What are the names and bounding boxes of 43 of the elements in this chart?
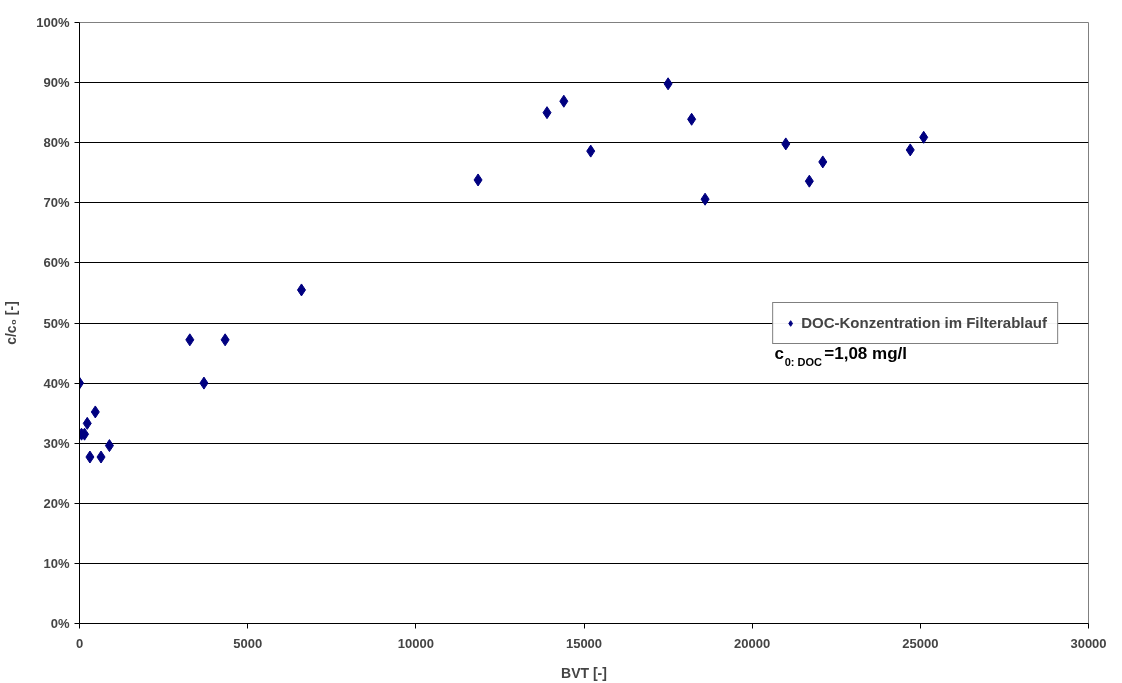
point bbox=[199, 376, 209, 390]
point bbox=[185, 333, 195, 347]
point bbox=[220, 333, 230, 347]
x-tick-label: 10000 bbox=[397, 635, 434, 651]
y-tick-label: 0% bbox=[50, 616, 70, 631]
y-tick-label: 30% bbox=[43, 435, 70, 451]
point bbox=[804, 174, 814, 188]
point bbox=[90, 405, 100, 419]
point bbox=[818, 155, 828, 169]
point bbox=[905, 143, 915, 157]
point bbox=[104, 439, 114, 453]
point bbox=[82, 416, 92, 430]
point bbox=[473, 173, 483, 187]
legend-label: DOC-Konzentration im Filterablauf bbox=[801, 314, 1047, 331]
point bbox=[687, 112, 697, 126]
point bbox=[559, 94, 569, 108]
point bbox=[919, 130, 929, 144]
x-axis-title: BVT [-] bbox=[561, 664, 607, 681]
y-tick-label: 10% bbox=[43, 555, 70, 571]
point bbox=[781, 137, 791, 151]
y-tick-label: 70% bbox=[43, 195, 70, 211]
point bbox=[296, 283, 306, 297]
point bbox=[85, 450, 95, 464]
y-tick-label: 80% bbox=[43, 135, 70, 151]
x-tick-label: 15000 bbox=[565, 635, 603, 651]
y-tick-label: 50% bbox=[43, 315, 70, 331]
x-tick-label: 0 bbox=[75, 635, 84, 651]
y-tick-label: 60% bbox=[43, 255, 70, 271]
y-tick-label: 40% bbox=[43, 375, 70, 391]
y-axis-title: c/c₀ [-] bbox=[3, 301, 20, 345]
y-tick-label: 90% bbox=[43, 75, 70, 91]
y-tick-label: 100% bbox=[36, 15, 70, 30]
point bbox=[542, 106, 552, 120]
x-tick-label: 30000 bbox=[1070, 635, 1107, 651]
point bbox=[700, 192, 710, 206]
point bbox=[586, 144, 596, 158]
y-tick-label: 20% bbox=[43, 495, 70, 511]
point bbox=[80, 427, 90, 441]
x-tick-label: 20000 bbox=[734, 635, 771, 651]
x-tick-label: 25000 bbox=[902, 635, 939, 651]
point bbox=[663, 77, 673, 91]
point bbox=[96, 450, 106, 464]
x-tick-label: 5000 bbox=[233, 635, 263, 651]
